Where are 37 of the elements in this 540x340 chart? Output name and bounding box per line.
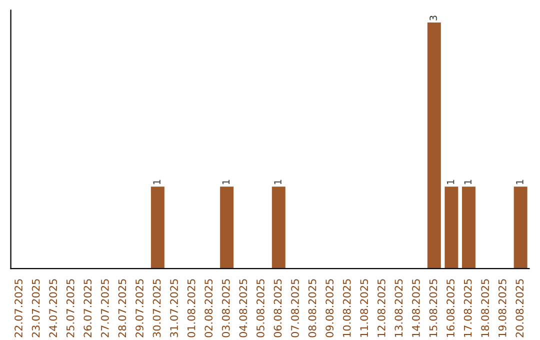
x-tick-label: 30.07.2025	[152, 279, 161, 338]
x-tick-label: 23.07.2025	[32, 279, 40, 338]
x-tick-label: 09.08.2025	[326, 279, 334, 338]
x-tick-label: 02.08.2025	[204, 279, 213, 338]
data-label: 3	[430, 16, 437, 20]
data-label: 1	[464, 180, 472, 184]
x-tick-label: 29.07.2025	[136, 279, 144, 338]
x-tick-label: 22.07.2025	[14, 279, 22, 338]
x-tick-label: 25.07.2025	[66, 279, 74, 338]
x-tick-label: 16.08.2025	[446, 279, 454, 337]
x-tick-label: 18.08.2025	[481, 279, 490, 337]
data-label: 1	[153, 180, 160, 184]
x-tick-label: 14.08.2025	[412, 279, 420, 337]
x-tick-label: 15.08.2025	[429, 279, 438, 337]
x-tick-label: 17.08.2025	[464, 279, 472, 337]
x-tick-label: 04.08.2025	[239, 279, 248, 338]
data-label: 1	[222, 180, 230, 184]
x-tick-label: 24.07.2025	[49, 279, 58, 338]
x-tick-label: 13.08.2025	[394, 279, 403, 337]
data-label: 1	[447, 180, 454, 184]
data-label: 1	[516, 180, 524, 184]
x-tick-label: 31.07.2025	[170, 279, 178, 338]
x-tick-label: 28.07.2025	[118, 279, 126, 338]
data-label: 1	[274, 180, 282, 184]
x-tick-label: 20.08.2025	[516, 279, 524, 338]
x-tick-label: 06.08.2025	[274, 279, 282, 338]
x-tick-label: 07.08.2025	[291, 279, 299, 338]
x-tick-label: 27.07.2025	[100, 279, 109, 338]
x-tick-label: 05.08.2025	[256, 279, 264, 338]
x-tick-label: 19.08.2025	[498, 279, 506, 337]
x-tick-label: 08.08.2025	[308, 279, 316, 338]
x-tick-label: 10.08.2025	[342, 279, 351, 337]
x-tick-label: 03.08.2025	[222, 279, 230, 338]
x-tick-label: 12.08.2025	[377, 279, 386, 337]
x-tick-label: 01.08.2025	[187, 279, 196, 338]
x-tick-label: 11.08.2025	[360, 279, 368, 337]
x-tick-label: 26.07.2025	[84, 279, 92, 338]
